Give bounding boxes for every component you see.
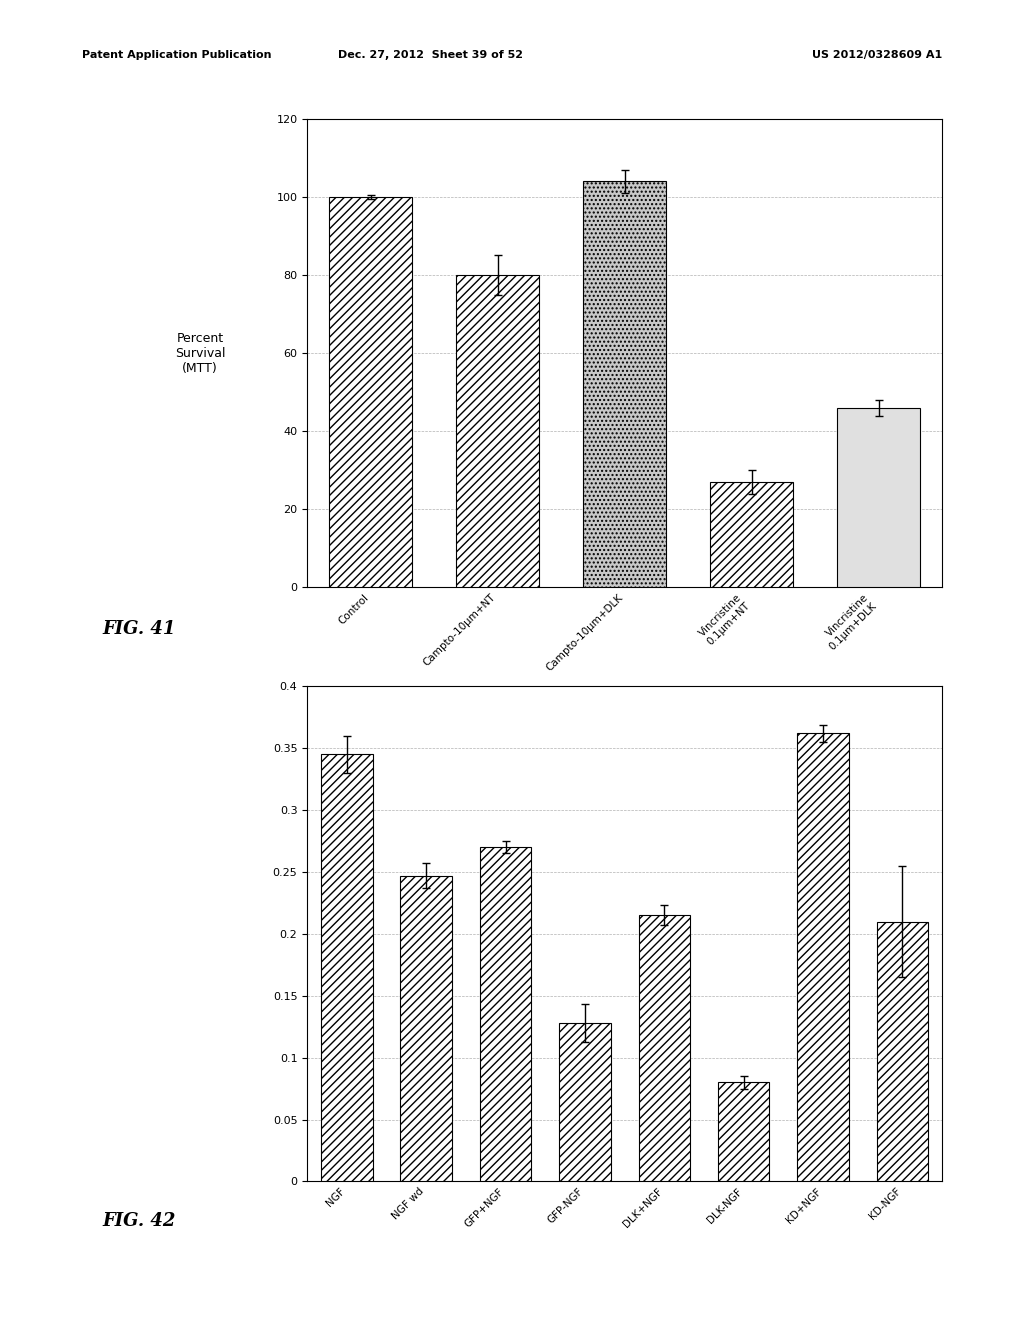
Bar	[798, 734, 849, 1181]
Text: US 2012/0328609 A1: US 2012/0328609 A1	[812, 50, 942, 61]
Text: Patent Application Publication: Patent Application Publication	[82, 50, 271, 61]
Bar	[559, 1023, 610, 1181]
Text: Dec. 27, 2012  Sheet 39 of 52: Dec. 27, 2012 Sheet 39 of 52	[338, 50, 522, 61]
Bar	[330, 197, 412, 587]
Bar	[711, 482, 793, 587]
Bar	[457, 275, 539, 587]
Bar	[400, 875, 452, 1181]
Bar	[838, 408, 920, 587]
Bar	[480, 847, 531, 1181]
Text: FIG. 41: FIG. 41	[102, 620, 176, 639]
Y-axis label: Percent
Survival
(MTT): Percent Survival (MTT)	[175, 331, 225, 375]
Bar	[877, 921, 928, 1181]
Bar	[718, 1082, 769, 1181]
Bar	[584, 181, 666, 587]
Bar	[639, 915, 690, 1181]
Bar	[322, 755, 373, 1181]
Text: FIG. 42: FIG. 42	[102, 1212, 176, 1230]
